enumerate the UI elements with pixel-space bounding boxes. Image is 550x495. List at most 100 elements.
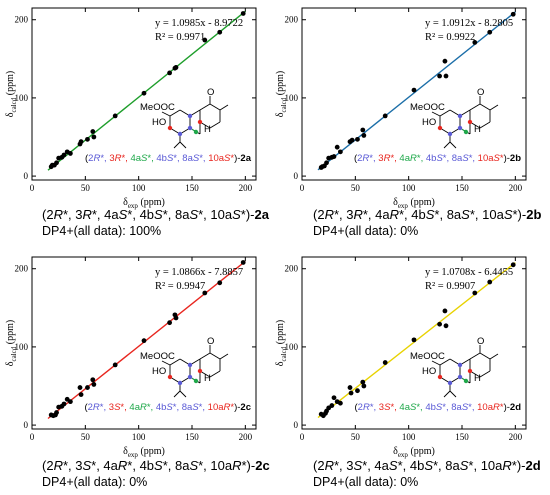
fit-line: [317, 262, 516, 419]
caption-part: S: [459, 458, 469, 473]
stereo-part: *,: [121, 153, 130, 164]
stereocenter-dot: [187, 113, 193, 119]
molecule-structure: O MeOOC HO H: [410, 336, 499, 398]
stereo-part: 8a: [451, 402, 462, 413]
caption-part: (2: [42, 458, 54, 473]
y-axis-label: δcalcd (ppm): [275, 71, 288, 117]
data-point: [90, 129, 96, 134]
x-tick-label: 200: [239, 183, 253, 193]
bond: [489, 353, 499, 360]
data-point: [331, 154, 337, 159]
bond: [199, 352, 211, 360]
x-axis-label: δexp (ppm): [393, 446, 435, 459]
stereo-part: (: [85, 153, 89, 164]
data-point: [361, 133, 367, 138]
x-tick-label: 0: [300, 183, 305, 193]
y-tick-label: 200: [285, 15, 299, 25]
bond: [431, 111, 441, 117]
stereo-part: *,: [147, 153, 156, 164]
data-point: [329, 403, 335, 408]
caption-part: S: [503, 207, 513, 222]
stereo-part: R: [493, 402, 500, 413]
data-point: [240, 11, 246, 16]
stereo-part: *,: [173, 402, 182, 413]
group-label: MeOOC: [410, 102, 445, 113]
stereocenter-dot: [457, 374, 463, 380]
data-point: [348, 390, 354, 396]
bond: [443, 141, 451, 149]
caption-part: S: [154, 458, 163, 473]
stereo-part: 3: [109, 402, 114, 413]
stereo-part: R: [93, 402, 100, 413]
stereo-part: 4a: [399, 153, 410, 164]
x-tick-label: 50: [351, 183, 361, 193]
caption-label: (2R*, 3R*, 4aR*, 4bS*, 8aS*, 10aS*)-2b: [313, 207, 541, 222]
stereocenter-dot: [167, 374, 173, 380]
dp4-value: DP4+(all data): 0%: [313, 224, 419, 238]
fit-equation: y = 1.0866x - 7.8857: [155, 267, 243, 278]
data-point: [202, 290, 208, 296]
caption-part: R: [232, 458, 242, 473]
caption-part: S: [388, 458, 398, 473]
stereocenter-dot: [187, 374, 193, 380]
bond: [479, 370, 491, 378]
caption-2b: (2R*, 3R*, 4aR*, 4bS*, 8aS*, 10aS*)-2b D…: [313, 207, 541, 238]
y-tick-label: 200: [15, 264, 29, 274]
atom-label: H: [204, 373, 211, 384]
stereo-part: 2c: [240, 402, 251, 413]
stereo-part: 4b: [426, 153, 437, 164]
stereo-part: *,: [173, 153, 182, 164]
bond: [199, 103, 211, 111]
bond: [449, 141, 457, 149]
data-point: [141, 90, 147, 96]
caption-part: *)-: [240, 207, 255, 222]
stereocenter-dot: [447, 131, 453, 137]
bond: [443, 390, 451, 398]
stereo-part: 10a: [208, 402, 225, 413]
stereo-part: )-: [504, 402, 510, 413]
stereocenter-dot: [193, 129, 199, 135]
y-axis-label: δcalcd (ppm): [275, 320, 288, 366]
stereo-part: R: [93, 153, 100, 164]
data-point: [382, 360, 388, 365]
scatter-panel-2: 0 50 100 150 200 0 100 200 δexp (ppm) δcalcd (ppm…: [275, 7, 527, 210]
data-point: [68, 399, 73, 405]
stereo-part: 4b: [156, 153, 167, 164]
caption-part: *, 4a: [362, 207, 390, 222]
caption-part: *, 4b: [399, 207, 426, 222]
stereo-part: 3: [109, 153, 114, 164]
stereo-part: S: [494, 153, 501, 164]
caption-part: *)-: [241, 458, 256, 473]
stereo-part: R: [115, 153, 122, 164]
stereo-part: *,: [120, 402, 129, 413]
molecule-structure: O MeOOC HO H: [140, 87, 229, 149]
fit-equation: y = 1.0985x - 8.9722: [155, 18, 243, 29]
bond: [479, 352, 491, 360]
caption-label: (2R*, 3R*, 4aS*, 4bS*, 8aS*, 10aS*)-2a: [42, 207, 269, 222]
caption-part: S: [232, 207, 241, 222]
stereo-part: *,: [443, 153, 452, 164]
data-point: [334, 144, 340, 150]
data-point: [347, 385, 353, 390]
stereo-part: S: [192, 402, 199, 413]
x-tick-label: 150: [455, 432, 469, 442]
stereo-part: S: [410, 402, 417, 413]
stereo-label: (2R*, 3S*, 4aR*, 4bS*, 8aS*, 10aR*)-2c: [84, 402, 251, 413]
stereo-part: S: [224, 153, 231, 164]
data-point: [61, 401, 67, 407]
x-tick-label: 50: [81, 432, 91, 442]
stereocenter-dot: [177, 131, 183, 137]
atom-label: O: [207, 87, 214, 98]
group-label: HO: [152, 366, 166, 377]
data-point: [442, 58, 448, 64]
data-point: [112, 113, 118, 119]
stereo-part: *: [230, 402, 234, 413]
stereocenter-dot: [177, 380, 183, 386]
stereo-part: 10a: [208, 153, 225, 164]
stereo-label: (2R*, 3R*, 4aR*, 4bS*, 8aS*, 10aS*)-2b: [354, 153, 521, 164]
dp4-value: DP4+(all data): 100%: [42, 224, 162, 238]
x-tick-label: 150: [185, 183, 199, 193]
data-point: [331, 395, 337, 401]
plot-frame: [31, 7, 257, 181]
bond: [489, 104, 499, 111]
